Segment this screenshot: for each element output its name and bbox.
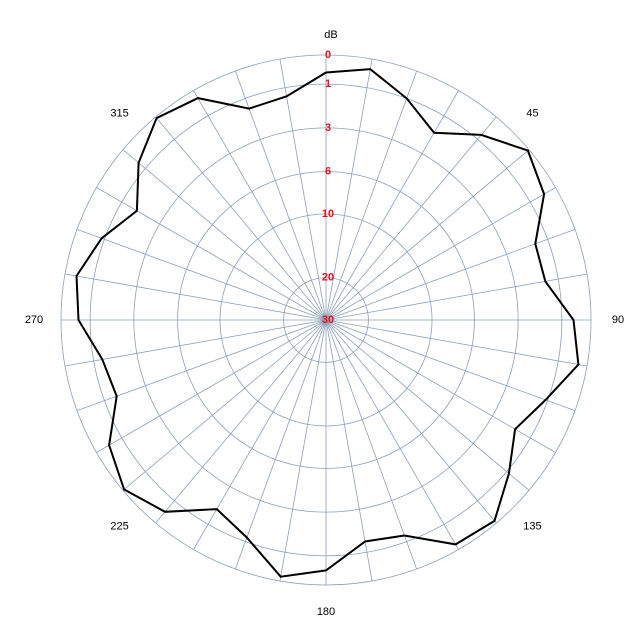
spoke-grid-line (279, 319, 327, 582)
ring-grid-line (60, 54, 592, 586)
r-axis-title: dB (324, 29, 337, 41)
spoke-grid-line (76, 319, 327, 412)
spoke-grid-line (325, 319, 459, 550)
spoke-grid-line (155, 116, 327, 321)
spoke-grid-line (96, 187, 327, 321)
theta-tick-label: 225 (110, 520, 128, 532)
spoke-grid-line (325, 116, 497, 321)
r-tick-label: 20 (322, 272, 334, 284)
spoke-grid-line (325, 319, 588, 367)
spoke-grid-line (325, 319, 530, 491)
spoke-grid-line (193, 90, 327, 321)
ring-grid-line (177, 171, 475, 469)
spoke-grid-line (325, 149, 530, 321)
theta-tick-label: 315 (110, 107, 128, 119)
spoke-grid-line (96, 319, 327, 453)
spoke-grid-line (234, 319, 327, 570)
ring-grid-line (283, 277, 369, 363)
spoke-grid-line (234, 70, 327, 321)
pattern-line (75, 68, 580, 578)
r-tick-label: 10 (322, 208, 334, 220)
spoke-grid-line (279, 58, 327, 321)
spoke-grid-line (325, 319, 373, 582)
spoke-grid-line (155, 319, 327, 524)
r-tick-label: 30 (322, 314, 334, 326)
theta-tick-label: 90 (612, 314, 624, 326)
spoke-grid-line (325, 187, 556, 321)
theta-tick-label: 180 (317, 606, 335, 618)
spoke-grid-line (325, 319, 418, 570)
spoke-grid-line (325, 58, 373, 321)
spoke-grid-line (193, 319, 327, 550)
spoke-grid-line (122, 149, 327, 321)
spoke-grid-line (325, 319, 497, 524)
spoke-grid-line (122, 319, 327, 491)
spoke-grid-line (325, 319, 556, 453)
spoke-grid-line (76, 228, 327, 321)
spoke-grid-line (325, 273, 588, 321)
spoke-grid-line (325, 90, 459, 321)
r-tick-label: 0 (325, 49, 331, 61)
r-tick-label: 1 (325, 78, 331, 90)
ring-grid-line (219, 213, 433, 427)
spoke-grid-line (325, 70, 418, 321)
spoke-grid-line (64, 273, 327, 321)
spoke-grid-line (64, 319, 327, 367)
spoke-grid-line (325, 228, 576, 321)
r-tick-label: 3 (325, 122, 331, 134)
ring-grid-line (133, 127, 519, 513)
ring-grid-line (89, 83, 563, 557)
spoke-grid-line (325, 319, 576, 412)
theta-tick-label: 135 (523, 520, 541, 532)
theta-tick-label: 270 (25, 314, 43, 326)
r-tick-label: 6 (325, 166, 331, 178)
theta-tick-label: 45 (526, 107, 538, 119)
